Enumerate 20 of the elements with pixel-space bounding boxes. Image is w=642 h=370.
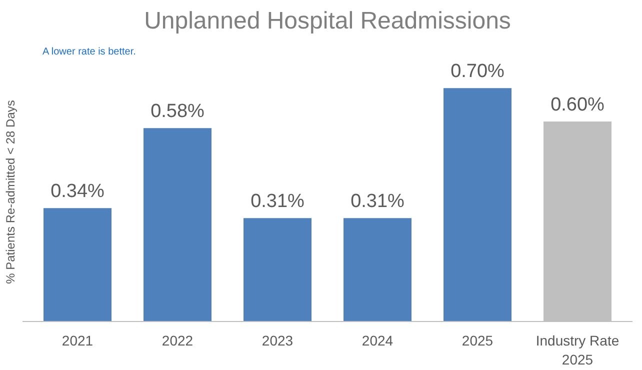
bar (344, 218, 412, 322)
x-tick-label: 2021 (62, 332, 94, 348)
data-label: 0.70% (450, 61, 505, 82)
x-tick-label: Industry Rate 2025 (536, 332, 620, 368)
text: A lower rate is better. (42, 46, 136, 58)
data-label: 0.60% (550, 94, 605, 116)
x-tick-label: 2025 (462, 332, 494, 348)
data-label: 0.58% (150, 101, 205, 122)
data-label: 0.31% (350, 191, 405, 212)
data-label: 0.34% (50, 181, 105, 202)
x-tick-label: 2022 (162, 332, 194, 348)
bar (444, 88, 512, 322)
bar (244, 218, 312, 322)
x-tick-label: 2024 (362, 332, 394, 348)
bar (144, 128, 212, 322)
data-label: 0.31% (250, 191, 305, 212)
x-tick-label: 2023 (262, 332, 294, 348)
chart-title: Unplanned Hospital Readmissions (144, 8, 511, 34)
bar (44, 208, 112, 322)
y-axis-title: % Patients Re-admitted < 28 Days (4, 100, 18, 284)
